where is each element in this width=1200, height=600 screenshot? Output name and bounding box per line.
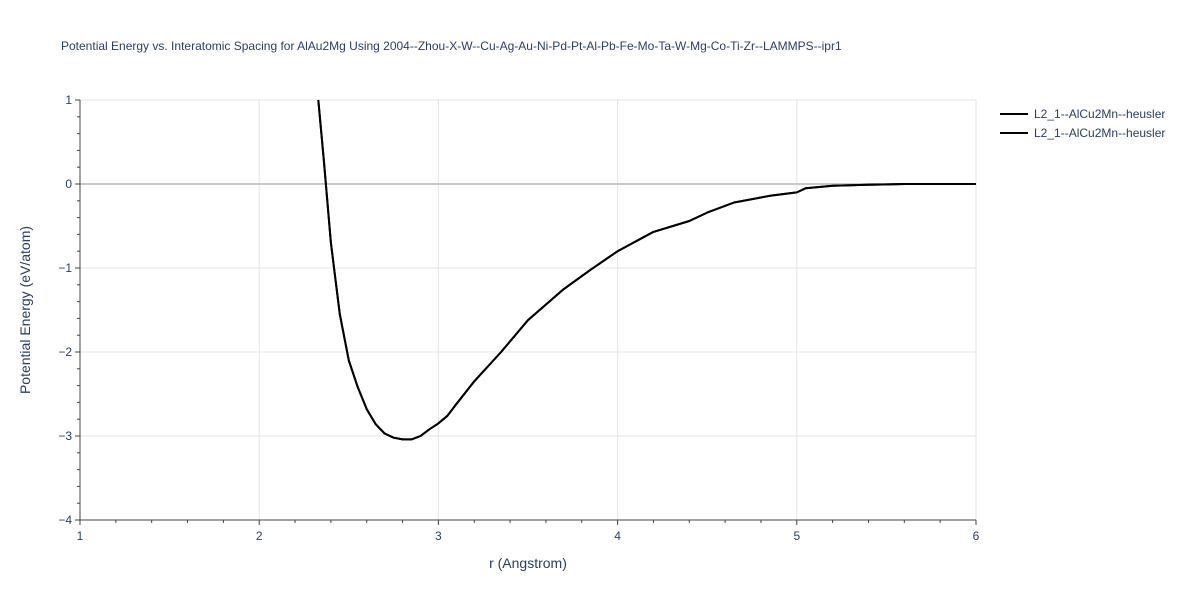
x-tick-label: 5 <box>793 529 800 543</box>
y-tick-label: −3 <box>58 429 72 443</box>
legend[interactable]: L2_1--AlCu2Mn--heusler L2_1--AlCu2Mn--heu… <box>1000 107 1165 140</box>
y-tick-label: 1 <box>65 93 72 107</box>
legend-label: L2_1--AlCu2Mn--heusler <box>1034 107 1165 121</box>
grid-lines <box>80 99 977 520</box>
y-tick-label: 0 <box>65 177 72 191</box>
series-line-1 <box>317 99 976 441</box>
legend-item-1[interactable]: L2_1--AlCu2Mn--heusler <box>1000 107 1165 121</box>
x-tick-label: 1 <box>77 529 84 543</box>
y-tick-label: −4 <box>58 513 72 527</box>
legend-item-2[interactable]: L2_1--AlCu2Mn--heusler <box>1000 126 1165 140</box>
data-series <box>317 99 976 441</box>
y-tick-label: −1 <box>58 261 72 275</box>
y-tick-label: −2 <box>58 345 72 359</box>
y-axis-title: Potential Energy (eV/atom) <box>17 226 33 394</box>
x-tick-label: 2 <box>256 529 263 543</box>
axes: 1 2 3 4 5 6 −4 −3 −2 −1 0 1 <box>58 93 979 543</box>
x-tick-label: 4 <box>614 529 621 543</box>
x-axis-title: r (Angstrom) <box>489 555 567 571</box>
x-tick-label: 3 <box>435 529 442 543</box>
legend-label: L2_1--AlCu2Mn--heusler <box>1034 126 1165 140</box>
series-line-2 <box>317 99 976 441</box>
chart-title: Potential Energy vs. Interatomic Spacing… <box>61 39 842 53</box>
x-tick-label: 6 <box>973 529 980 543</box>
